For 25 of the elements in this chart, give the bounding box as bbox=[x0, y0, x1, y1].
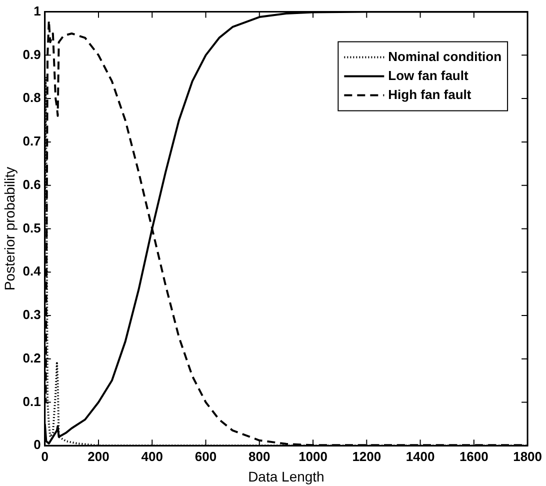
x-tick-label: 1400 bbox=[406, 448, 435, 464]
y-tick-label: 1 bbox=[34, 3, 41, 18]
x-tick-label: 200 bbox=[88, 448, 110, 464]
y-tick-label: 0.9 bbox=[22, 46, 41, 62]
x-axis-title: Data Length bbox=[248, 468, 324, 484]
x-tick-label: 1800 bbox=[513, 448, 542, 464]
x-tick-label: 600 bbox=[194, 448, 217, 464]
x-tick-label: 1600 bbox=[459, 448, 488, 464]
x-tick-label: 1200 bbox=[352, 448, 382, 464]
legend-label: High fan fault bbox=[388, 86, 472, 102]
y-tick-label: 0.2 bbox=[22, 350, 41, 366]
x-tick-label: 1000 bbox=[298, 448, 328, 464]
legend-label: Nominal condition bbox=[388, 48, 502, 64]
y-tick-label: 0.6 bbox=[22, 176, 41, 192]
y-tick-label: 0.8 bbox=[22, 90, 41, 106]
y-tick-label: 0.5 bbox=[22, 220, 41, 236]
x-tick-label: 400 bbox=[141, 448, 163, 464]
y-tick-label: 0 bbox=[34, 437, 41, 452]
y-axis-title: Posterior probability bbox=[1, 166, 18, 291]
legend-label: Low fan fault bbox=[388, 68, 469, 83]
y-tick-label: 0.7 bbox=[22, 134, 41, 149]
y-tick-label: 0.4 bbox=[22, 264, 42, 279]
y-tick-label: 0.3 bbox=[22, 307, 41, 322]
x-tick-label: 800 bbox=[248, 448, 270, 464]
y-tick-label: 0.1 bbox=[22, 394, 41, 409]
